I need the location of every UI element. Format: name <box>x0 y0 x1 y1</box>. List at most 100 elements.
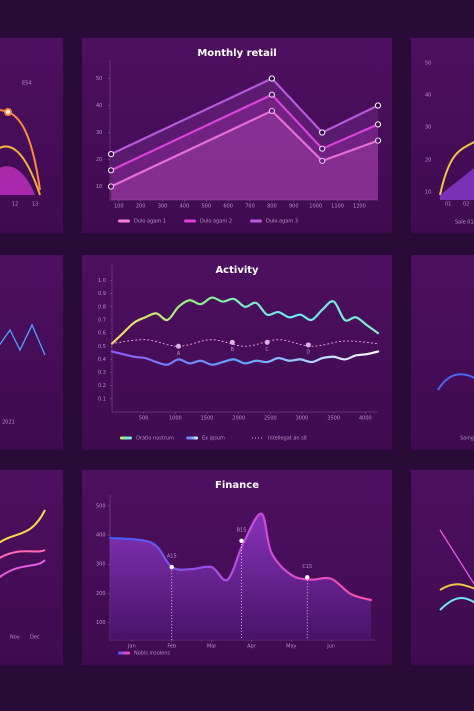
x-tick-label: 800 <box>267 204 277 210</box>
panels <box>0 38 474 665</box>
point <box>176 343 181 349</box>
annotation: C15 <box>302 564 312 570</box>
curve <box>437 373 474 391</box>
pin <box>239 538 244 544</box>
x-tick-label: 1000 <box>309 204 322 210</box>
point <box>107 167 115 174</box>
curve <box>0 559 46 579</box>
side-label: 10 <box>425 190 431 196</box>
x-tick-label: 3500 <box>327 416 340 422</box>
area <box>111 94 379 200</box>
series-line <box>110 296 380 345</box>
y-tick-label: 10 <box>96 184 102 190</box>
y-tick-label: 0.2 <box>98 383 106 389</box>
curve <box>0 509 46 544</box>
point <box>374 102 382 109</box>
side-label: 02 <box>463 202 469 208</box>
point <box>107 183 115 190</box>
x-tick-label: 300 <box>158 204 168 210</box>
annotation: B <box>231 347 235 353</box>
y-tick-label: 0.8 <box>98 304 106 310</box>
side-label: 12 <box>12 202 18 208</box>
chart-title: Monthly retail <box>197 48 276 59</box>
y-tick-label: 30 <box>96 130 102 136</box>
side-label: 20 <box>425 158 431 164</box>
side-label: Dec <box>30 635 40 641</box>
panel <box>411 38 474 233</box>
x-tick-label: 4000 <box>359 416 372 422</box>
curve <box>0 145 41 196</box>
point <box>305 342 311 348</box>
curve <box>0 109 41 191</box>
side-label: 50 <box>425 61 431 67</box>
annotation: A15 <box>167 554 177 560</box>
side-labels: E54 12 13 2021 Nov Dec 50 40 30 20 10 01… <box>2 61 474 641</box>
x-tick-label: 1200 <box>353 204 366 210</box>
point <box>229 339 235 345</box>
y-tick-label: 40 <box>96 103 102 109</box>
x-tick-label: Jan <box>127 644 136 650</box>
legend-swatch <box>118 651 130 655</box>
panel <box>82 255 392 450</box>
curve <box>0 549 46 560</box>
legend-label: Ex ipsum <box>202 436 225 442</box>
x-tick-label: 100 <box>114 204 124 210</box>
y-tick-label: 20 <box>96 157 102 163</box>
y-tick-label: 400 <box>96 533 106 539</box>
pin <box>305 575 310 580</box>
legend-swatch <box>184 219 196 223</box>
side-decor <box>0 108 474 611</box>
side-label: 2021 <box>2 420 15 426</box>
point <box>374 137 382 144</box>
x-tick-label: 400 <box>180 204 190 210</box>
series-line <box>110 350 380 366</box>
side-label: 40 <box>425 93 431 99</box>
annotation: C <box>265 347 269 353</box>
area <box>440 168 474 200</box>
point <box>107 151 115 158</box>
side-label: Nov <box>10 635 20 641</box>
y-tick-label: 50 <box>96 76 102 82</box>
panel <box>82 38 392 233</box>
y-tick-label: 0.9 <box>98 291 106 297</box>
panel <box>0 38 63 233</box>
x-tick-label: 1000 <box>169 416 182 422</box>
x-tick-label: 3000 <box>296 416 309 422</box>
x-tick-label: 600 <box>223 204 233 210</box>
y-tick-label: 500 <box>96 503 106 509</box>
panel <box>411 470 474 665</box>
point <box>268 107 275 115</box>
side-label: Sale 01 <box>455 220 474 226</box>
point <box>268 91 275 98</box>
series-line <box>109 77 380 156</box>
curve <box>439 140 474 196</box>
point <box>319 129 326 136</box>
y-tick-label: 0.3 <box>98 370 106 376</box>
y-tick-label: 200 <box>96 591 106 597</box>
point <box>319 145 326 152</box>
x-tick-label: 900 <box>289 204 299 210</box>
point <box>264 339 270 345</box>
x-tick-label: May <box>286 644 296 650</box>
legend-label: Intellegat an sit <box>268 436 307 442</box>
area <box>111 110 379 200</box>
y-tick-label: 100 <box>96 620 106 626</box>
side-label: 30 <box>425 125 431 131</box>
annotation: D <box>306 349 310 355</box>
x-tick-label: 1100 <box>331 204 344 210</box>
x-tick-label: 500 <box>139 416 149 422</box>
point <box>374 121 382 128</box>
x-tick-label: 1500 <box>201 416 214 422</box>
x-tick-label: Feb <box>167 644 176 650</box>
area <box>110 513 372 640</box>
pin <box>169 564 174 570</box>
chart-title: Finance <box>215 480 259 491</box>
series-line <box>109 109 380 188</box>
y-tick-label: 0.1 <box>98 396 106 402</box>
curve <box>0 323 46 356</box>
side-label: 01 <box>445 202 451 208</box>
curve <box>439 597 474 611</box>
legend-label: Nobis insolens <box>134 651 170 657</box>
panel <box>411 255 474 450</box>
